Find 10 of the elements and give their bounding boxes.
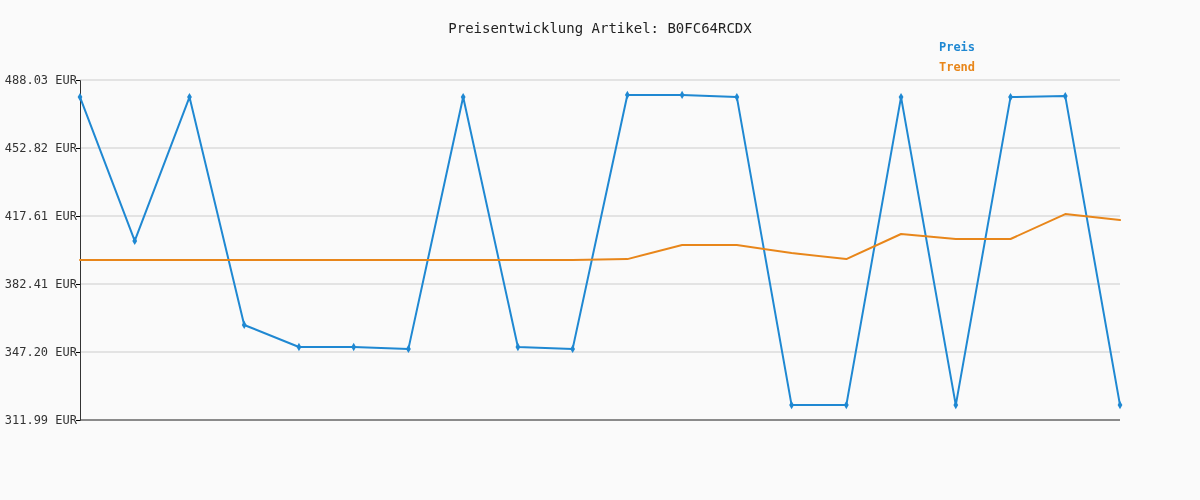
y-tick-label: 347.20 EUR (4, 345, 78, 360)
text: Trend (938, 60, 976, 74)
line-series (79, 213, 1121, 262)
text: Preis (938, 40, 976, 54)
y-tick-label: 488.03 EUR (4, 73, 78, 88)
y-tick-label: 311.99 EUR (4, 413, 78, 428)
chart-title: Preisentwicklung Artikel: B0FC64RCDX (448, 20, 753, 36)
y-tick-label: 452.82 EUR (4, 141, 78, 156)
y-tick-label: 382.41 EUR (4, 277, 78, 292)
y-tick-label: 417.61 EUR (4, 209, 78, 224)
